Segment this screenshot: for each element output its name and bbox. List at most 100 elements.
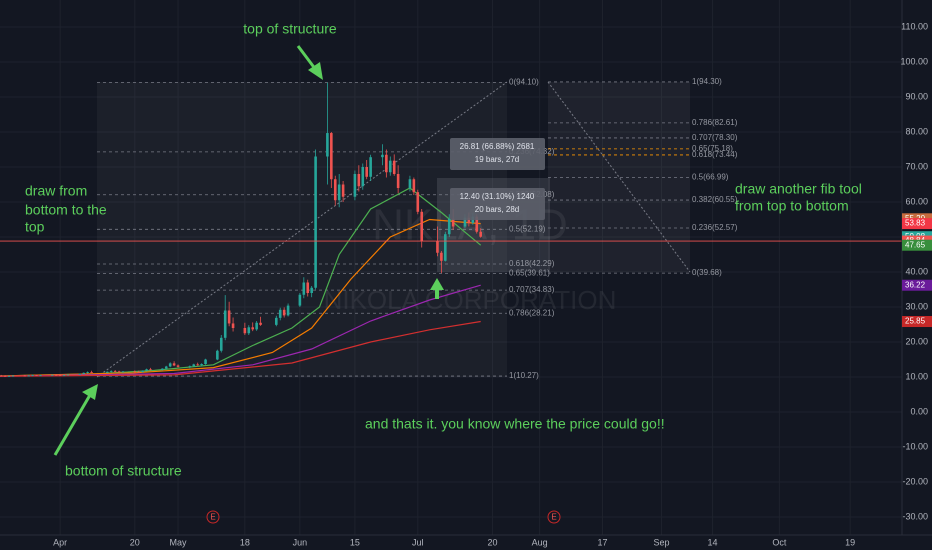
candle-body	[31, 375, 34, 377]
candle-body	[216, 350, 219, 360]
candle-body	[0, 375, 3, 377]
candle-body	[58, 375, 62, 377]
fib-label: 0.707(34.83)	[509, 285, 555, 294]
fib-label: 0.382(60.55)	[692, 195, 738, 204]
x-tick-label: Jun	[293, 537, 308, 547]
candle-body	[255, 322, 258, 330]
x-tick-label: Jul	[412, 537, 424, 547]
candle-body	[326, 133, 329, 157]
price-tag	[902, 279, 932, 291]
candle-body	[381, 154, 384, 158]
candle-body	[149, 369, 152, 371]
candle-body	[444, 234, 447, 261]
fib-label: 0.618(73.44)	[692, 150, 738, 159]
candle-body	[333, 179, 337, 201]
annotation: draw another fib tool	[735, 181, 862, 197]
arrow	[296, 45, 318, 71]
candle-body	[392, 160, 396, 174]
candle-body	[39, 375, 42, 377]
x-tick-label: 20	[487, 537, 497, 547]
measure-boxes: 26.81 (66.88%) 2681 19 bars, 27d 12.40 (31…	[450, 138, 545, 220]
price-tag-label: 25.85	[905, 317, 926, 326]
candle-body	[396, 173, 400, 188]
candle-body	[90, 372, 93, 373]
candle-body	[306, 282, 310, 293]
x-tick-label: Sep	[653, 537, 669, 547]
fib-label: 0.786(82.61)	[692, 118, 738, 127]
candle-body	[259, 322, 262, 325]
x-tick-label: Aug	[532, 537, 548, 547]
moving-average	[0, 284, 481, 377]
candle-body	[66, 374, 70, 376]
candle-body	[286, 305, 290, 316]
annotation: bottom of structure	[65, 463, 182, 479]
fib-label: 0(39.68)	[692, 268, 722, 277]
candle-body	[200, 364, 203, 366]
candle-body	[109, 371, 113, 372]
candle-body	[105, 371, 109, 373]
candle-body	[168, 363, 172, 367]
candle-body	[243, 328, 247, 334]
measure-text: 19 bars, 27d	[475, 155, 519, 164]
x-tick-label: 14	[708, 537, 718, 547]
arrow-head	[308, 62, 323, 80]
x-tick-label: 15	[350, 537, 360, 547]
annotations: top of structure draw from bottom to the…	[25, 21, 862, 479]
price-tag	[902, 239, 932, 251]
candle-body	[133, 371, 137, 373]
event-marker	[547, 510, 561, 524]
fib-label: 1(94.30)	[692, 77, 722, 86]
candle-body	[219, 337, 223, 351]
candle-body	[35, 375, 38, 377]
candle-body	[3, 375, 7, 377]
candle-body	[27, 375, 30, 377]
y-tick-label: 80.00	[905, 126, 928, 136]
candle-body	[298, 294, 302, 306]
x-tick-label: 17	[598, 537, 608, 547]
candle-body	[192, 364, 196, 367]
candle-body	[223, 310, 227, 338]
candle-body	[247, 327, 251, 334]
fib-label: 0.707(78.30)	[692, 133, 738, 142]
y-tick-label: 110.00	[901, 21, 928, 31]
candle-body	[440, 252, 443, 261]
y-tick-label: 70.00	[905, 161, 928, 171]
candle-body	[337, 184, 341, 201]
y-tick-label: 90.00	[905, 91, 928, 101]
arrow-head	[430, 278, 444, 290]
fib-label: 1(10.27)	[509, 371, 539, 380]
candle-body	[420, 211, 424, 242]
candle-body	[137, 371, 141, 373]
candle-body	[436, 241, 439, 253]
y-tick-label: -10.00	[902, 441, 928, 451]
annotation: top of structure	[243, 21, 337, 37]
annotation: top	[25, 219, 45, 235]
y-tick-label: 10.00	[905, 371, 928, 381]
event-label: E	[210, 513, 215, 522]
fib-label: 0.786(28.21)	[509, 308, 555, 317]
y-tick-label: 30.00	[905, 301, 928, 311]
candle-body	[82, 372, 86, 374]
candle-body	[388, 160, 392, 173]
candle-body	[467, 217, 471, 223]
candle-body	[196, 364, 199, 366]
candle-body	[86, 372, 89, 373]
measure-text: 26.81 (66.88%) 2681	[460, 142, 535, 151]
annotation: draw from	[25, 183, 87, 199]
candle-body	[227, 310, 231, 324]
candle-body	[408, 179, 412, 188]
candle-body	[172, 363, 176, 366]
fib-label: 0(94.10)	[509, 78, 539, 87]
candle-body	[463, 217, 467, 227]
candle-body	[54, 374, 58, 376]
candle-body	[278, 309, 282, 318]
candle-body	[23, 375, 27, 377]
measure-text: 20 bars, 28d	[475, 205, 519, 214]
fib-label: 0.5(52.19)	[509, 224, 546, 233]
watermark-name: NIKOLA CORPORATION	[324, 285, 617, 315]
candle-body	[176, 365, 180, 367]
candle-body	[416, 192, 420, 212]
candle-body	[274, 317, 278, 325]
measure-text: 12.40 (31.10%) 1240	[460, 192, 535, 201]
fib-trend	[547, 81, 691, 273]
